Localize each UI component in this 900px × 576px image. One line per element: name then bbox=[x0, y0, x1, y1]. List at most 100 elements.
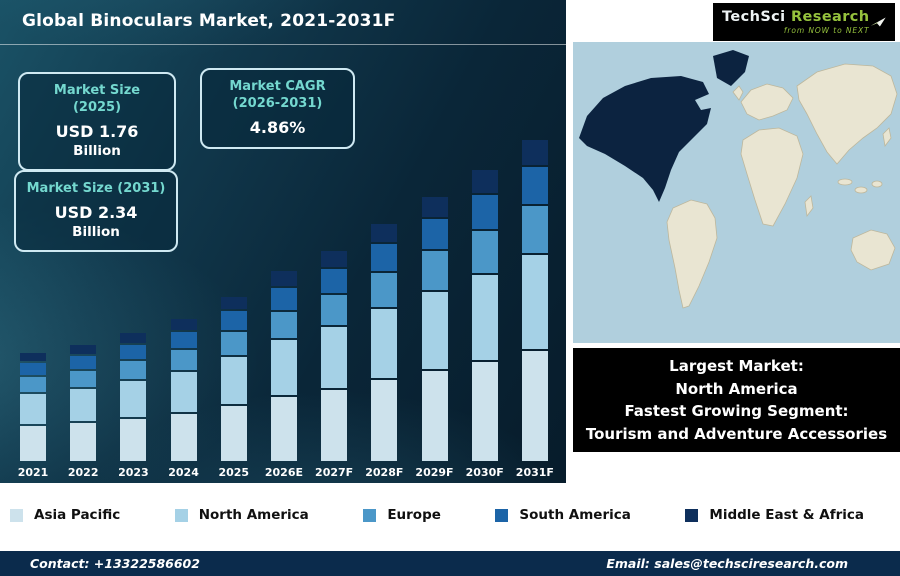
bar-stack bbox=[70, 345, 97, 461]
note-line-3: Fastest Growing Segment: bbox=[624, 402, 849, 420]
bar-segment-south-america bbox=[70, 356, 97, 369]
x-axis-label: 2025 bbox=[218, 466, 250, 479]
bar-stack bbox=[321, 251, 348, 461]
logo-brand: TechSci Research bbox=[722, 9, 870, 25]
bar-segment-north-america bbox=[120, 381, 147, 417]
bar-segment-south-america bbox=[471, 195, 498, 229]
techsci-logo: TechSci Research from NOW to NEXT bbox=[713, 3, 895, 41]
bar-stack bbox=[170, 319, 197, 461]
bar-segment-north-america bbox=[471, 275, 498, 360]
bar-segment-north-america bbox=[270, 340, 297, 395]
bar-segment-asia-pacific bbox=[20, 426, 46, 461]
bar-segment-asia-pacific bbox=[471, 362, 498, 461]
bar-segment-north-america bbox=[170, 372, 197, 412]
bar-stack bbox=[120, 333, 147, 461]
footer-bar: Contact: +13322586602 Email: sales@techs… bbox=[0, 551, 900, 576]
stat-unit: Billion bbox=[73, 142, 121, 159]
bar-column-2029F: 2029F bbox=[415, 197, 455, 479]
bar-segment-north-america bbox=[521, 255, 548, 349]
bar-segment-europe bbox=[371, 273, 398, 307]
x-axis-label: 2023 bbox=[118, 466, 149, 479]
x-axis-label: 2031F bbox=[515, 466, 554, 479]
bar-segment-south-america bbox=[20, 363, 46, 375]
bar-column-2030F: 2030F bbox=[465, 170, 505, 479]
map-region-madagascar bbox=[804, 195, 814, 218]
logo-tagline: from NOW to NEXT bbox=[783, 26, 870, 35]
logo-brand-part2: Research bbox=[790, 9, 870, 25]
map-region-greenland bbox=[713, 50, 749, 86]
bar-segment-asia-pacific bbox=[220, 406, 247, 461]
bar-segment-north-america bbox=[371, 309, 398, 378]
bar-segment-south-america bbox=[321, 269, 348, 293]
bar-segment-south-america bbox=[521, 167, 548, 204]
x-axis-label: 2028F bbox=[365, 466, 404, 479]
note-line-4: Tourism and Adventure Accessories bbox=[585, 424, 888, 443]
bar-column-2026E: 2026E bbox=[264, 271, 304, 479]
bar-segment-europe bbox=[70, 371, 97, 387]
legend-swatch bbox=[10, 508, 23, 522]
footer-contact: Contact: +13322586602 bbox=[30, 556, 200, 571]
map-region-asia bbox=[796, 63, 898, 165]
bar-segment-middle-east-africa bbox=[170, 319, 197, 330]
bar-segment-middle-east-africa bbox=[20, 353, 46, 361]
bar-segment-asia-pacific bbox=[120, 419, 147, 461]
bar-segment-asia-pacific bbox=[270, 397, 297, 461]
bar-segment-asia-pacific bbox=[521, 351, 548, 461]
bar-segment-europe bbox=[20, 377, 46, 392]
bar-segment-europe bbox=[120, 361, 147, 379]
bar-segment-south-america bbox=[421, 219, 448, 249]
bar-segment-north-america bbox=[421, 292, 448, 369]
legend-item-north-america: North America bbox=[174, 507, 309, 523]
bar-segment-middle-east-africa bbox=[471, 170, 498, 193]
bar-segment-middle-east-africa bbox=[371, 224, 398, 242]
bar-column-2023: 2023 bbox=[113, 333, 153, 479]
bar-column-2024: 2024 bbox=[164, 319, 204, 479]
bar-column-2021: 2021 bbox=[13, 353, 53, 479]
bar-stack bbox=[421, 197, 448, 461]
map-region-uk bbox=[732, 85, 744, 101]
bar-stack bbox=[270, 271, 297, 461]
legend-label: South America bbox=[519, 507, 631, 523]
x-axis-label: 2030F bbox=[465, 466, 504, 479]
map-region-south-america bbox=[666, 199, 718, 309]
bar-chart: 2021 2022 2023 2024 2025 2026E 2027F 2028F 2029F… bbox=[13, 140, 555, 479]
x-axis-label: 2026E bbox=[264, 466, 303, 479]
x-axis-label: 2022 bbox=[67, 466, 99, 479]
stat-card-market-size-2031: Market Size (2031) USD 2.34 Billion bbox=[14, 170, 178, 252]
map-island bbox=[871, 180, 883, 188]
market-note-box: Largest Market: North America Fastest Gr… bbox=[573, 348, 900, 452]
x-axis-label: 2024 bbox=[168, 466, 199, 479]
bar-segment-asia-pacific bbox=[421, 371, 448, 461]
bar-segment-middle-east-africa bbox=[321, 251, 348, 267]
bar-segment-middle-east-africa bbox=[521, 140, 548, 165]
stat-value: 4.86% bbox=[249, 117, 306, 137]
map-region-japan bbox=[882, 127, 892, 147]
x-axis-label: 2027F bbox=[315, 466, 354, 479]
legend-label: Middle East & Africa bbox=[709, 507, 864, 523]
bar-column-2031F: 2031F bbox=[515, 140, 555, 479]
stat-unit: Billion bbox=[72, 223, 120, 240]
page-title: Global Binoculars Market, 2021-2031F bbox=[22, 11, 396, 31]
bar-segment-south-america bbox=[371, 244, 398, 271]
bar-column-2025: 2025 bbox=[214, 297, 254, 479]
stat-card-market-cagr: Market CAGR (2026-2031) 4.86% bbox=[200, 68, 355, 149]
bar-segment-north-america bbox=[20, 394, 46, 424]
legend-label: Europe bbox=[387, 507, 441, 523]
footer-email: Email: sales@techsciresearch.com bbox=[606, 556, 848, 571]
logo-brand-part1: TechSci bbox=[722, 9, 786, 25]
stat-label: Market Size (2031) bbox=[26, 181, 166, 196]
bar-segment-asia-pacific bbox=[371, 380, 398, 461]
bar-segment-europe bbox=[220, 332, 247, 355]
bar-column-2022: 2022 bbox=[63, 345, 103, 479]
world-map-svg bbox=[573, 42, 900, 343]
map-island bbox=[837, 178, 853, 186]
legend-swatch bbox=[363, 508, 377, 522]
map-region-africa bbox=[740, 127, 804, 227]
legend-item-middle-east-africa: Middle East & Africa bbox=[685, 507, 864, 523]
bar-segment-europe bbox=[521, 206, 548, 253]
bar-stack bbox=[371, 224, 398, 461]
bar-segment-europe bbox=[421, 251, 448, 290]
chart-panel: Global Binoculars Market, 2021-2031F Mar… bbox=[0, 0, 566, 483]
bar-stack bbox=[521, 140, 548, 461]
bar-stack bbox=[471, 170, 498, 461]
